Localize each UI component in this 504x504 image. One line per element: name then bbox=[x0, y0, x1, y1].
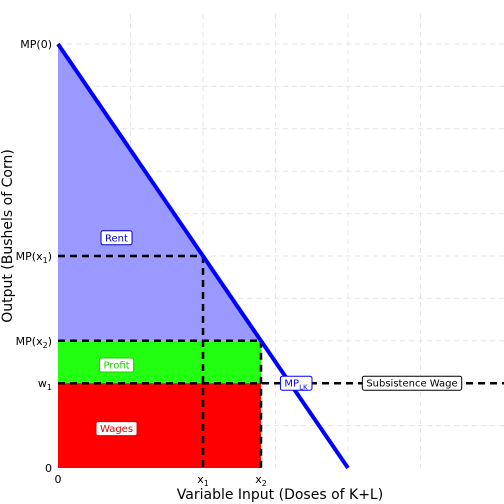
label-wages-text: Wages bbox=[100, 424, 133, 435]
guide-lines bbox=[58, 254, 263, 468]
label-subsistence-wage: Subsistence Wage bbox=[361, 375, 463, 391]
y-tick-mp-x1-suffix: ) bbox=[48, 250, 52, 263]
series-mplk bbox=[56, 42, 350, 470]
y-tick-w1-main: w bbox=[38, 377, 47, 390]
label-rent: Rent bbox=[100, 230, 133, 246]
x-tick-x1-main: x bbox=[197, 473, 204, 486]
label-profit: Profit bbox=[98, 357, 135, 373]
y-tick-mp-x1-main: MP(x bbox=[16, 250, 43, 263]
y-tick-mp-0-main: MP(0) bbox=[20, 38, 52, 51]
label-mp-curve-part-0: MP bbox=[284, 379, 299, 390]
label-rent-text: Rent bbox=[105, 233, 128, 244]
x-tick-0: 0 bbox=[55, 473, 62, 486]
label-mp-curve: MPLK bbox=[279, 375, 313, 392]
y-tick-mp-x2: MP(x2) bbox=[16, 335, 52, 350]
x-tick-x2: x2 bbox=[255, 473, 267, 488]
x-axis-title: Variable Input (Doses of K+L) bbox=[177, 487, 383, 503]
y-tick-0-main: 0 bbox=[45, 462, 52, 475]
y-tick-mp-x1-sub: 1 bbox=[43, 256, 48, 265]
x-tick-x2-main: x bbox=[255, 473, 262, 486]
label-profit-text: Profit bbox=[103, 361, 129, 372]
y-tick-mp-x2-sub: 2 bbox=[43, 341, 48, 350]
y-tick-0: 0 bbox=[45, 462, 52, 475]
label-mp-curve-text: MPLK bbox=[284, 379, 308, 392]
y-tick-mp-x2-suffix: ) bbox=[48, 335, 52, 348]
label-subsistence-wage-part-0: Subsistence Wage bbox=[366, 379, 457, 390]
label-wages: Wages bbox=[95, 421, 138, 437]
y-axis-title: Output (Bushels of Corn) bbox=[0, 149, 16, 323]
label-wages-box bbox=[95, 421, 138, 437]
label-mp-curve-part-1: LK bbox=[299, 384, 308, 392]
x-tick-x1: x1 bbox=[197, 473, 209, 488]
region-labels: Rent Profit Wages MPLK Subsistence Wage bbox=[95, 230, 463, 437]
label-subsistence-wage-text: Subsistence Wage bbox=[366, 379, 457, 390]
label-wages-part-0: Wages bbox=[100, 424, 133, 435]
x-tick-x1-sub: 1 bbox=[204, 479, 209, 488]
label-mp-curve-box bbox=[279, 375, 313, 391]
region-wages bbox=[58, 383, 261, 468]
label-profit-box bbox=[98, 357, 135, 373]
region-profit bbox=[58, 340, 261, 384]
label-rent-part-0: Rent bbox=[105, 233, 128, 244]
x-tick-x2-sub: 2 bbox=[262, 479, 267, 488]
label-rent-box bbox=[100, 230, 133, 246]
y-tick-mp-0: MP(0) bbox=[20, 38, 52, 51]
y-tick-w1: w1 bbox=[38, 377, 52, 392]
y-tick-mp-x1: MP(x1) bbox=[16, 250, 52, 265]
label-profit-part-0: Profit bbox=[103, 361, 129, 372]
y-tick-mp-x2-main: MP(x bbox=[16, 335, 43, 348]
x-tick-0-main: 0 bbox=[55, 473, 62, 486]
label-subsistence-wage-box bbox=[361, 375, 463, 391]
y-tick-w1-sub: 1 bbox=[47, 383, 52, 392]
